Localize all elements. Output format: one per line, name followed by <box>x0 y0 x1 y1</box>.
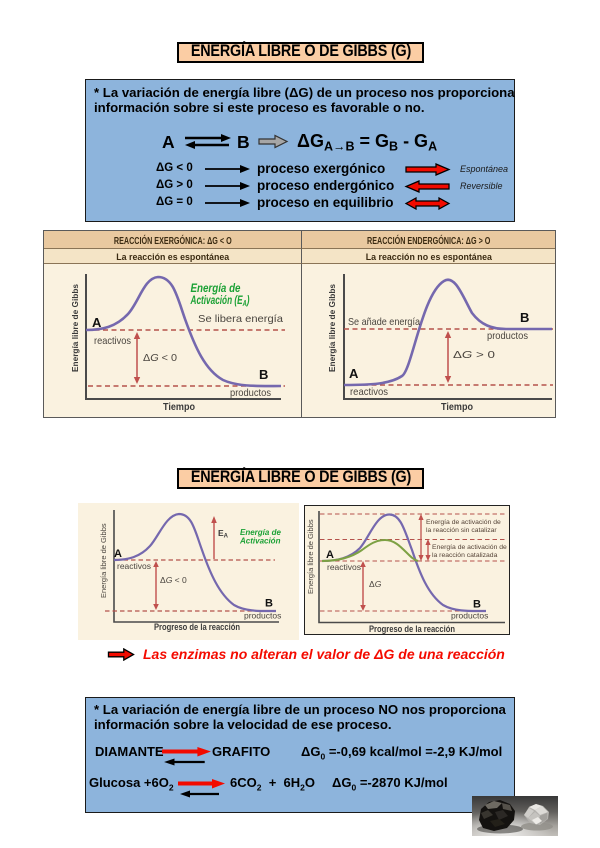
svg-text:productos: productos <box>451 611 488 621</box>
svg-text:Tiempo: Tiempo <box>441 401 473 413</box>
svg-text:Energía libre de Gibbs: Energía libre de Gibbs <box>99 523 108 598</box>
svg-text:reactivos: reactivos <box>94 335 131 347</box>
svg-text:reactivos: reactivos <box>350 386 388 398</box>
svg-text:Energía de activación de: Energía de activación de <box>426 519 501 526</box>
svg-text:Tiempo: Tiempo <box>163 401 195 413</box>
svg-text:Energía libre de Gibbs: Energía libre de Gibbs <box>306 519 315 594</box>
svg-text:reactivos: reactivos <box>117 561 151 571</box>
svg-text:Energía libre de Gibbs: Energía libre de Gibbs <box>327 284 337 372</box>
svg-text:Energía de: Energía de <box>240 528 281 537</box>
svg-text:Activación: Activación <box>239 537 281 546</box>
svg-text:Energía de: Energía de <box>191 283 242 295</box>
svg-text:A: A <box>92 315 102 330</box>
svg-text:EA: EA <box>218 528 229 540</box>
svg-text:B: B <box>473 599 481 611</box>
svg-text:A: A <box>114 548 122 560</box>
svg-text:Energía libre de Gibbs: Energía libre de Gibbs <box>70 284 80 372</box>
svg-text:la reacción catalizada: la reacción catalizada <box>432 552 498 559</box>
svg-text:ΔG: ΔG <box>369 579 382 589</box>
svg-text:Se libera energía: Se libera energía <box>198 313 283 325</box>
svg-text:Energía de activación de: Energía de activación de <box>432 544 507 551</box>
svg-text:Se añade energía: Se añade energía <box>348 316 420 328</box>
svg-text:ΔG > 0: ΔG > 0 <box>453 349 495 361</box>
svg-text:A: A <box>326 549 334 561</box>
svg-text:reactivos: reactivos <box>327 562 361 572</box>
svg-text:Progreso de la reacción: Progreso de la reacción <box>154 622 240 632</box>
svg-text:productos: productos <box>487 330 528 342</box>
svg-text:productos: productos <box>244 611 281 621</box>
svg-text:Activación (EA): Activación (EA) <box>190 295 250 308</box>
svg-text:B: B <box>259 367 268 382</box>
svg-text:B: B <box>265 598 273 610</box>
svg-text:productos: productos <box>230 387 271 399</box>
svg-text:B: B <box>520 310 529 325</box>
svg-text:ΔG < 0: ΔG < 0 <box>160 575 187 585</box>
svg-text:A: A <box>349 366 359 381</box>
svg-text:ΔG < 0: ΔG < 0 <box>143 352 177 364</box>
svg-text:Progreso de la reacción: Progreso de la reacción <box>369 624 455 634</box>
svg-text:la reacción sin catalizar: la reacción sin catalizar <box>426 527 497 534</box>
